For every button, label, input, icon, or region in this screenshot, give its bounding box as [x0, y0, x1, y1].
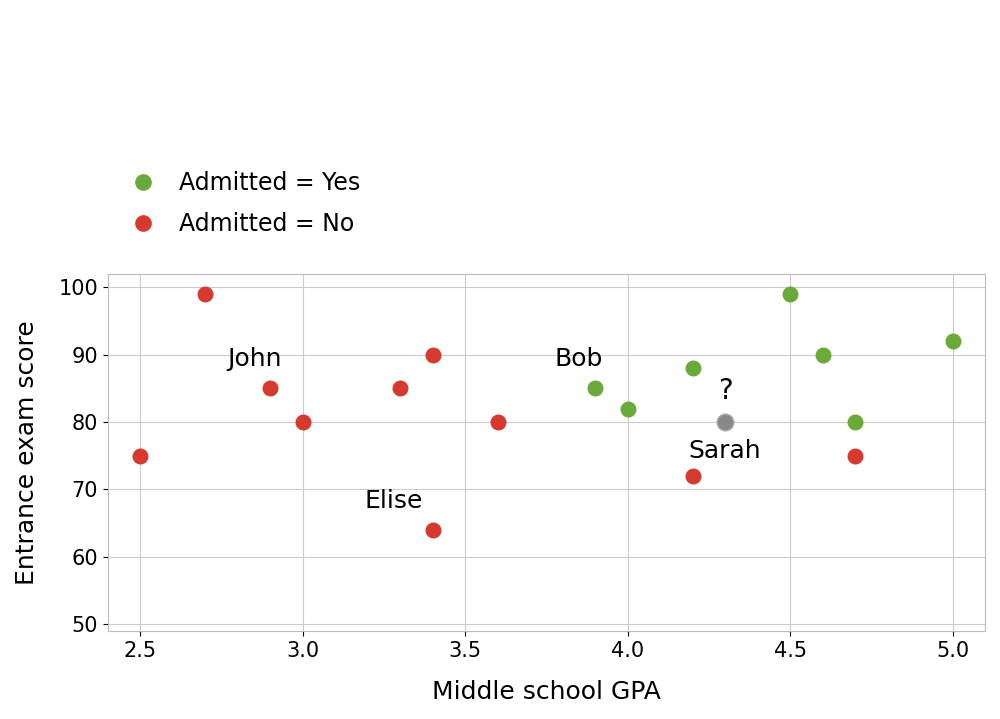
- Text: ?: ?: [718, 377, 732, 406]
- Text: Elise: Elise: [365, 489, 423, 513]
- Point: [392, 383, 408, 394]
- Point: [620, 403, 636, 414]
- Point: [685, 470, 701, 482]
- Point: [295, 416, 311, 428]
- Text: Bob: Bob: [555, 347, 603, 372]
- Point: [815, 349, 831, 360]
- Point: [262, 383, 278, 394]
- Text: Sarah: Sarah: [689, 439, 761, 463]
- Point: [685, 362, 701, 374]
- Point: [717, 416, 733, 428]
- Point: [782, 288, 798, 300]
- Point: [847, 416, 863, 428]
- Point: [425, 349, 441, 360]
- Text: John: John: [227, 347, 281, 372]
- Legend: Admitted = Yes, Admitted = No: Admitted = Yes, Admitted = No: [120, 171, 360, 236]
- Point: [197, 288, 213, 300]
- Y-axis label: Entrance exam score: Entrance exam score: [15, 320, 39, 585]
- Point: [587, 383, 603, 394]
- Point: [847, 450, 863, 462]
- Point: [945, 336, 961, 347]
- X-axis label: Middle school GPA: Middle school GPA: [432, 680, 661, 704]
- Point: [490, 416, 506, 428]
- Point: [132, 450, 148, 462]
- Point: [425, 524, 441, 536]
